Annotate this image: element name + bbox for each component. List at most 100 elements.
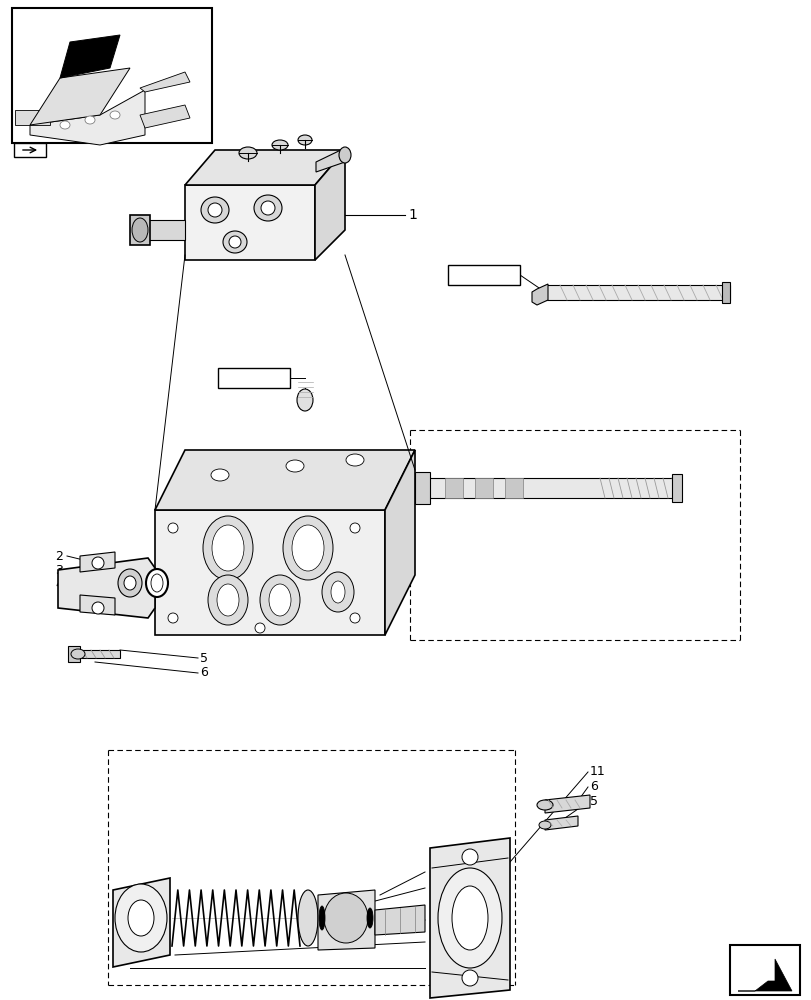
Polygon shape	[30, 90, 145, 145]
Polygon shape	[544, 285, 729, 300]
Polygon shape	[185, 150, 345, 185]
Text: 5: 5	[200, 652, 208, 664]
Ellipse shape	[260, 575, 299, 625]
Ellipse shape	[461, 849, 478, 865]
Ellipse shape	[254, 195, 281, 221]
Ellipse shape	[324, 893, 367, 943]
Ellipse shape	[367, 908, 372, 928]
Polygon shape	[444, 478, 462, 498]
Polygon shape	[30, 68, 130, 125]
Polygon shape	[139, 72, 190, 92]
Ellipse shape	[92, 602, 104, 614]
Ellipse shape	[168, 613, 178, 623]
Bar	[217, 368, 290, 388]
Text: 2: 2	[55, 550, 62, 562]
Polygon shape	[531, 284, 547, 305]
Ellipse shape	[350, 613, 359, 623]
Ellipse shape	[223, 231, 247, 253]
Text: 8: 8	[430, 935, 437, 948]
Text: 1: 1	[407, 208, 416, 222]
Ellipse shape	[461, 970, 478, 986]
Ellipse shape	[208, 575, 247, 625]
Ellipse shape	[285, 460, 303, 472]
Ellipse shape	[208, 203, 221, 217]
Ellipse shape	[539, 821, 551, 829]
Ellipse shape	[238, 147, 257, 159]
Ellipse shape	[437, 868, 501, 968]
Polygon shape	[504, 478, 522, 498]
Polygon shape	[68, 646, 80, 662]
Text: 6: 6	[590, 780, 597, 793]
Ellipse shape	[201, 197, 229, 223]
Ellipse shape	[452, 886, 487, 950]
Ellipse shape	[124, 576, 135, 590]
Ellipse shape	[322, 572, 354, 612]
Bar	[12, 8, 212, 143]
Polygon shape	[474, 478, 492, 498]
Text: 7: 7	[430, 881, 437, 894]
Polygon shape	[58, 558, 155, 618]
Ellipse shape	[203, 516, 253, 580]
Polygon shape	[318, 890, 375, 950]
Ellipse shape	[168, 523, 178, 533]
Polygon shape	[15, 110, 50, 125]
Polygon shape	[80, 552, 115, 572]
Text: 3: 3	[55, 564, 62, 576]
Ellipse shape	[272, 140, 288, 150]
Ellipse shape	[92, 557, 104, 569]
Text: 5: 5	[590, 795, 597, 808]
Ellipse shape	[229, 236, 241, 248]
Ellipse shape	[297, 389, 312, 411]
Polygon shape	[375, 905, 424, 935]
Text: 9: 9	[430, 913, 437, 926]
Text: PAG. 1: PAG. 1	[452, 270, 487, 280]
Ellipse shape	[151, 574, 163, 592]
Polygon shape	[315, 150, 345, 260]
Polygon shape	[185, 185, 315, 260]
Ellipse shape	[71, 649, 85, 659]
Polygon shape	[414, 472, 430, 504]
Ellipse shape	[536, 800, 552, 810]
Polygon shape	[315, 148, 345, 172]
Text: 4: 4	[55, 578, 62, 590]
Ellipse shape	[115, 884, 167, 952]
Polygon shape	[414, 478, 679, 498]
Polygon shape	[80, 595, 115, 615]
Polygon shape	[384, 450, 414, 635]
Ellipse shape	[260, 201, 275, 215]
Polygon shape	[60, 35, 120, 78]
Ellipse shape	[350, 523, 359, 533]
Polygon shape	[113, 878, 169, 967]
Ellipse shape	[132, 218, 148, 242]
Ellipse shape	[217, 584, 238, 616]
Polygon shape	[544, 795, 590, 813]
Ellipse shape	[85, 116, 95, 124]
Polygon shape	[430, 838, 509, 998]
Ellipse shape	[298, 135, 311, 145]
Ellipse shape	[298, 890, 318, 946]
Polygon shape	[75, 650, 120, 658]
Polygon shape	[721, 282, 729, 303]
Ellipse shape	[331, 581, 345, 603]
Polygon shape	[155, 450, 414, 510]
Bar	[130, 215, 150, 245]
Text: 6: 6	[200, 666, 208, 680]
Ellipse shape	[319, 906, 324, 930]
Ellipse shape	[212, 525, 243, 571]
Bar	[448, 265, 519, 285]
Ellipse shape	[338, 147, 350, 163]
Text: PAG. 1: PAG. 1	[221, 373, 258, 383]
Polygon shape	[139, 105, 190, 128]
Ellipse shape	[255, 623, 264, 633]
Ellipse shape	[118, 569, 142, 597]
Text: 11: 11	[590, 765, 605, 778]
Bar	[729, 945, 799, 995]
Polygon shape	[148, 220, 185, 240]
Ellipse shape	[60, 121, 70, 129]
Ellipse shape	[146, 569, 168, 597]
Ellipse shape	[345, 454, 363, 466]
Ellipse shape	[283, 516, 333, 580]
Ellipse shape	[268, 584, 290, 616]
Polygon shape	[155, 510, 384, 635]
Text: 7: 7	[430, 961, 437, 974]
